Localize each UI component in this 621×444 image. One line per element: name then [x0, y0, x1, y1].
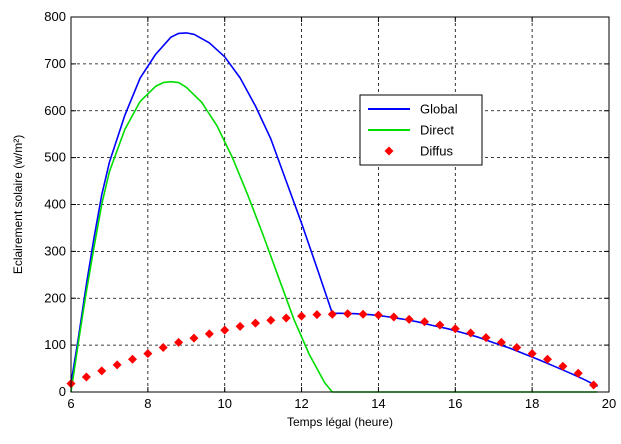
y-tick-label: 400 [44, 197, 66, 212]
legend-swatch-diffus [384, 146, 394, 156]
data-point-diffus [189, 333, 199, 343]
data-point-diffus [496, 337, 506, 347]
x-tick-label: 18 [525, 396, 539, 411]
x-tick-label: 16 [448, 396, 462, 411]
data-point-diffus [112, 360, 122, 370]
x-tick-label: 14 [371, 396, 385, 411]
data-point-diffus [558, 361, 568, 371]
y-tick-label: 700 [44, 56, 66, 71]
legend: Global Direct Diffus [359, 94, 483, 166]
data-point-diffus [435, 320, 445, 330]
y-tick-label: 800 [44, 9, 66, 24]
grid [71, 17, 609, 392]
data-point-diffus [481, 333, 491, 343]
data-point-diffus [250, 318, 260, 328]
data-point-diffus [512, 342, 522, 352]
y-tick-label: 0 [59, 384, 66, 399]
data-point-diffus [527, 349, 537, 359]
data-point-diffus [373, 310, 383, 320]
data-point-diffus [420, 317, 430, 327]
legend-label-diffus: Diffus [420, 144, 453, 159]
x-tick-label: 12 [294, 396, 308, 411]
data-point-diffus [297, 311, 307, 321]
data-point-diffus [174, 337, 184, 347]
data-point-diffus [358, 309, 368, 319]
x-tick-label: 8 [144, 396, 151, 411]
data-point-diffus [204, 329, 214, 339]
data-point-diffus [466, 328, 476, 338]
y-tick-label: 100 [44, 337, 66, 352]
data-point-diffus [312, 310, 322, 320]
y-tick-label: 600 [44, 103, 66, 118]
data-point-diffus [158, 342, 168, 352]
data-point-diffus [281, 313, 291, 323]
series-line-global [70, 32, 598, 388]
x-tick-label: 20 [602, 396, 616, 411]
y-tick-label: 500 [44, 150, 66, 165]
data-point-diffus [543, 354, 553, 364]
data-point-diffus [235, 321, 245, 331]
legend-label-direct: Direct [420, 123, 454, 138]
x-axis-label: Temps légal (heure) [287, 415, 393, 429]
data-point-diffus [450, 324, 460, 334]
data-point-diffus [404, 314, 414, 324]
plot-series [66, 32, 599, 393]
y-axis-label: Eclairement solaire (w/m²) [11, 135, 25, 274]
data-point-diffus [127, 354, 137, 364]
y-tick-label: 300 [44, 243, 66, 258]
data-point-diffus [343, 309, 353, 319]
data-point-diffus [220, 325, 230, 335]
y-tick-label: 200 [44, 290, 66, 305]
data-point-diffus [573, 368, 583, 378]
legend-label-global: Global [420, 102, 458, 117]
data-point-diffus [143, 349, 153, 359]
data-point-diffus [389, 312, 399, 322]
data-point-diffus [81, 372, 91, 382]
data-point-diffus [327, 309, 337, 319]
data-point-diffus [589, 380, 599, 390]
x-tick-label: 6 [67, 396, 74, 411]
data-point-diffus [97, 366, 107, 376]
data-point-diffus [266, 315, 276, 325]
x-tick-label: 10 [217, 396, 231, 411]
